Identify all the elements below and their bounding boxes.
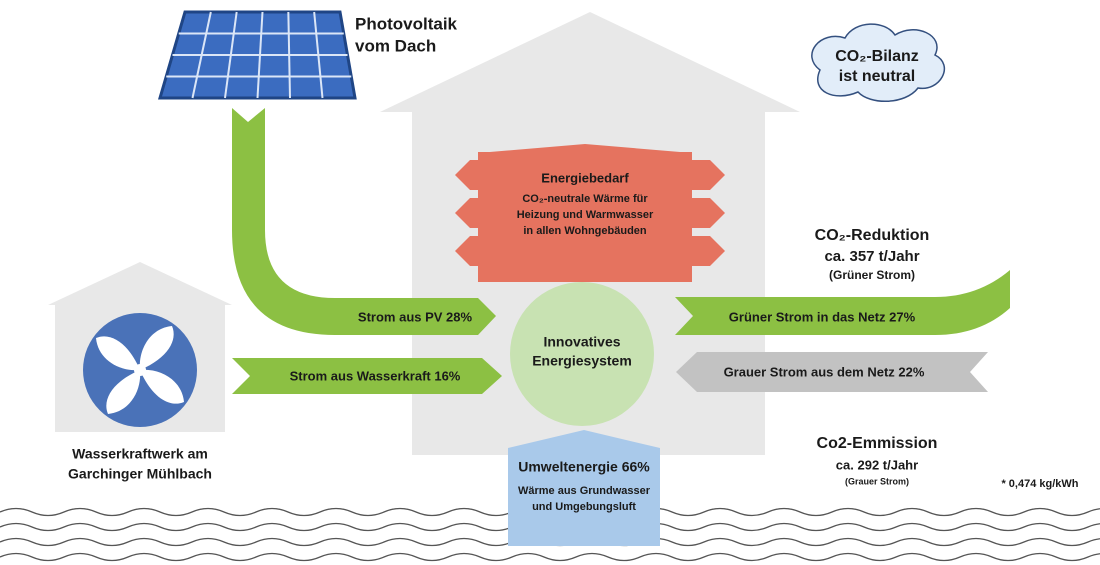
- flow-label: Strom aus Wasserkraft 16%: [290, 368, 461, 383]
- pv-label: Photovoltaik: [355, 14, 458, 33]
- flow-label: Strom aus PV 28%: [358, 309, 473, 324]
- hydro-label: Wasserkraftwerk am: [72, 446, 208, 462]
- ambient-line: und Umgebungsluft: [532, 501, 636, 513]
- ambient-line: Wärme aus Grundwasser: [518, 485, 651, 497]
- co2-emission-line: (Grauer Strom): [845, 476, 909, 486]
- cloud-label: ist neutral: [839, 68, 915, 85]
- footnote: * 0,474 kg/kWh: [1001, 478, 1078, 490]
- cloud-label: CO₂-Bilanz: [835, 48, 919, 65]
- flow-label: Grüner Strom in das Netz 27%: [729, 309, 916, 324]
- page: Photovoltaik vom Dach CO₂-Bilanz ist neu…: [0, 0, 1100, 565]
- pv-label: vom Dach: [355, 36, 436, 55]
- flow-label: Grauer Strom aus dem Netz 22%: [724, 364, 925, 379]
- fan-hub: [134, 364, 146, 376]
- hydro-label: Garchinger Mühlbach: [68, 466, 212, 482]
- co2-reduction-title: CO₂-Reduktion: [815, 227, 930, 244]
- ambient-title: Umweltenergie 66%: [518, 459, 650, 475]
- core-label: Innovatives: [543, 334, 620, 350]
- co2-emission-line: ca. 292 t/Jahr: [836, 457, 918, 472]
- co2-reduction-line: ca. 357 t/Jahr: [824, 248, 919, 265]
- co2-emission-title: Co2-Emmission: [817, 435, 938, 452]
- co2-reduction-line: (Grüner Strom): [829, 268, 915, 282]
- demand-title: Energiebedarf: [541, 170, 629, 185]
- demand-arm: [455, 236, 725, 266]
- core-label: Energiesystem: [532, 353, 632, 369]
- demand-line: Heizung und Warmwasser: [517, 209, 654, 221]
- demand-line: in allen Wohngebäuden: [523, 225, 647, 237]
- solar-panel: [160, 12, 355, 98]
- diagram: Photovoltaik vom Dach CO₂-Bilanz ist neu…: [0, 0, 1100, 565]
- demand-line: CO₂-neutrale Wärme für: [522, 193, 648, 205]
- wave-line: [0, 554, 1100, 561]
